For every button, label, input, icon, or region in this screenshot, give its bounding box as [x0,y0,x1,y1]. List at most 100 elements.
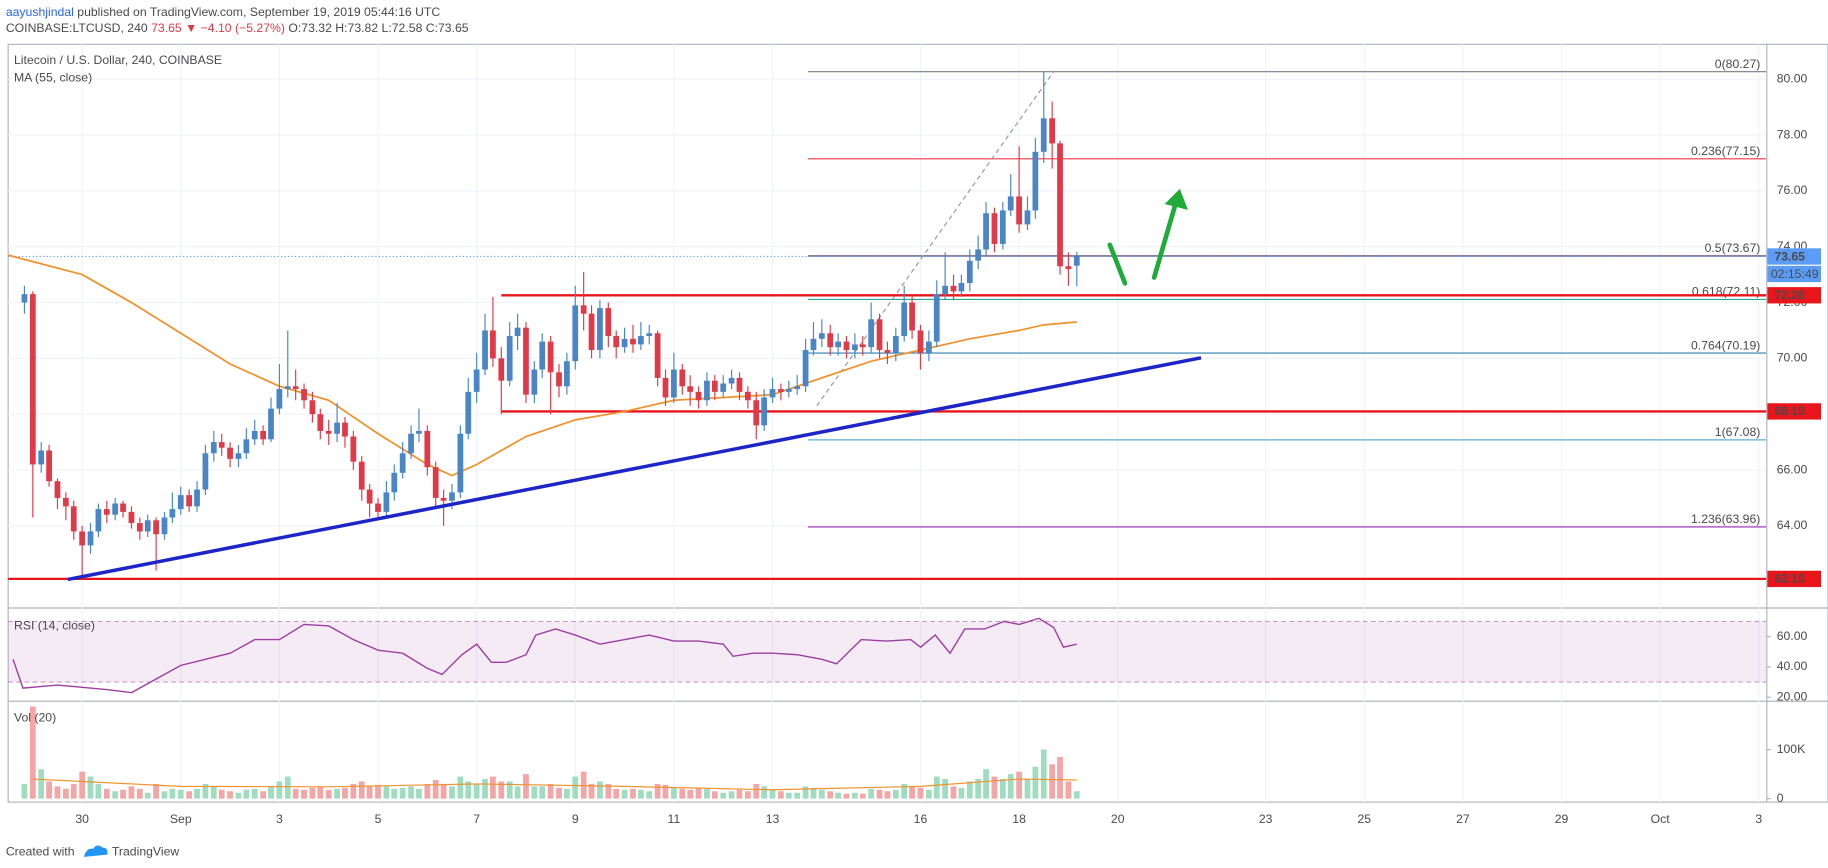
candle-body [679,369,686,387]
candle-body [325,430,332,434]
candle-body [728,377,735,384]
candle-body [662,377,669,398]
x-tick-label: 27 [1456,812,1470,826]
level-tag-label: 68.10 [1774,404,1805,418]
fib-label: 0.5(73.67) [1705,241,1761,255]
candle-body [810,338,817,350]
volume-bar [1040,749,1047,799]
x-tick-label: 13 [766,812,780,826]
volume-bar [1065,781,1072,799]
volume-bar [769,789,776,799]
volume-bar [679,788,686,799]
volume-bar [128,786,135,799]
candle-body [227,447,233,459]
change: 73.65 ▼ −4.10 (−5.27%) [148,21,285,35]
volume-bar [588,783,595,799]
volume-bar [852,792,858,799]
volume-bar [728,791,735,799]
fib-trend [816,71,1055,407]
volume-bar [564,788,570,799]
volume-bar [38,769,45,799]
candle-body [958,282,965,292]
candle-body [408,433,414,454]
candle-body [112,503,119,515]
candle-body [975,249,982,261]
volume-bar [317,786,324,799]
volume-bar [662,784,669,799]
candle-body [687,386,694,392]
volume-bar [950,786,957,799]
volume-bar [901,783,908,799]
volume-bar [490,776,496,799]
candle-body [999,210,1006,244]
volume-bar [194,788,200,799]
candle-body [79,531,86,546]
candle-body [169,509,176,518]
volume-bar [761,786,768,799]
volume-bar [169,788,176,799]
candle-body [62,497,69,507]
rsi-band [8,621,1767,683]
volume-bar [235,792,242,799]
candle-body [194,489,200,507]
volume-bar [227,791,233,799]
x-tick-label: Oct [1651,812,1671,826]
last-price-tag-label: 73.65 [1774,249,1805,263]
volume-bar [79,771,86,799]
volume-bar [884,791,891,799]
candle-body [621,338,628,348]
volume-bar [284,776,291,799]
y-tick-label: 64.00 [1777,518,1808,532]
volume-bar [482,779,488,799]
candle-body [473,369,480,392]
candle-body [588,313,595,350]
volume-bar [621,789,628,799]
candle-body [1032,151,1039,211]
candle-body [498,358,505,381]
candle-body [46,450,52,482]
volume-tick-label: 100K [1777,742,1806,756]
volume-bar [753,783,760,799]
volume-bar [268,786,274,799]
candle-body [1057,143,1063,267]
x-tick-label: 5 [375,812,382,826]
volume-bar [991,776,998,799]
volume-label: Vol (20) [14,710,56,724]
published: published on TradingView.com, September … [74,5,441,19]
volume-bar [1073,791,1080,799]
volume-bar [983,769,989,799]
volume-bar [531,786,538,799]
volume-bar [62,788,69,799]
rsi-tick-label: 20.00 [1777,689,1808,703]
ma-label: MA (55, close) [14,70,92,84]
candle-body [350,436,357,462]
candle-body [720,383,727,392]
candle-body [843,341,850,350]
candle-body [671,369,677,398]
candle-body [375,503,381,512]
volume-bar [46,781,52,799]
level-tag-label: 72.26 [1774,288,1805,302]
author[interactable]: aayushjindal [6,5,74,19]
volume-bar [654,783,661,799]
candle-body [161,517,168,535]
symbol: COINBASE:LTCUSD, 240 [6,21,148,35]
volume-bar [432,779,439,799]
volume-bar [416,788,422,799]
volume-bar [909,786,915,799]
candle-body [695,391,702,401]
volume-bar [366,786,373,799]
candle-body [827,333,834,348]
candle-body [416,430,422,434]
volume-bar [744,791,751,799]
candle-body [794,386,801,390]
candle-body [564,361,570,387]
trendline [67,356,1202,582]
y-tick-label: 76.00 [1777,183,1808,197]
candle-body [1049,118,1056,144]
candle-body [933,294,940,342]
volume-bar [70,783,77,799]
candle-body [54,481,61,498]
footer-brand[interactable]: TradingView [112,844,179,858]
